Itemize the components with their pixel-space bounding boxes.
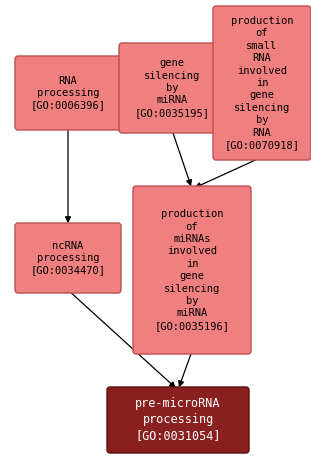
Text: pre-microRNA
processing
[GO:0031054]: pre-microRNA processing [GO:0031054]	[135, 397, 221, 443]
Text: ncRNA
processing
[GO:0034470]: ncRNA processing [GO:0034470]	[30, 241, 105, 275]
Text: production
of
small
RNA
involved
in
gene
silencing
by
RNA
[GO:0070918]: production of small RNA involved in gene…	[225, 16, 299, 150]
FancyBboxPatch shape	[107, 387, 249, 453]
FancyBboxPatch shape	[213, 6, 311, 160]
FancyBboxPatch shape	[119, 43, 225, 133]
Text: RNA
processing
[GO:0006396]: RNA processing [GO:0006396]	[30, 76, 105, 110]
FancyBboxPatch shape	[15, 223, 121, 293]
Text: gene
silencing
by
miRNA
[GO:0035195]: gene silencing by miRNA [GO:0035195]	[134, 58, 210, 118]
Text: production
of
miRNAs
involved
in
gene
silencing
by
miRNA
[GO:0035196]: production of miRNAs involved in gene si…	[155, 209, 230, 331]
FancyBboxPatch shape	[133, 186, 251, 354]
FancyBboxPatch shape	[15, 56, 121, 130]
